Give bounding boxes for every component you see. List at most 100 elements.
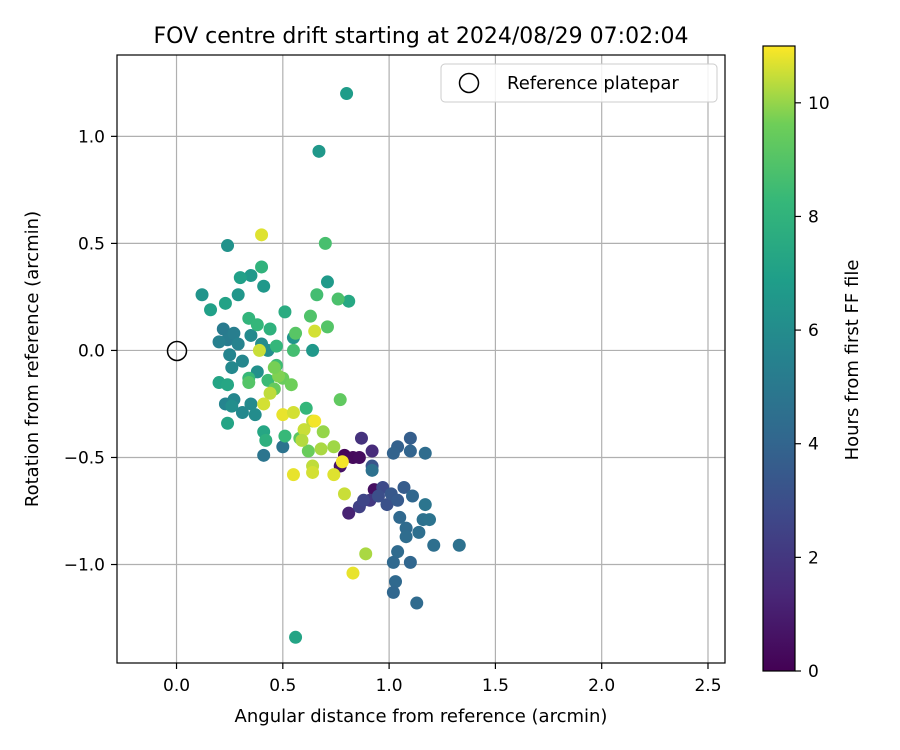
data-point bbox=[316, 425, 330, 439]
data-point bbox=[327, 440, 341, 454]
data-point bbox=[278, 429, 292, 443]
plot-frame bbox=[116, 54, 726, 664]
colorbar-tick-label: 4 bbox=[808, 435, 819, 455]
data-point bbox=[233, 271, 247, 285]
data-point bbox=[301, 444, 315, 458]
data-point bbox=[365, 463, 379, 477]
data-point bbox=[276, 440, 290, 454]
data-point bbox=[299, 401, 313, 415]
reference-marker bbox=[166, 340, 188, 362]
chart-title: FOV centre drift starting at 2024/08/29 … bbox=[154, 24, 689, 49]
data-point bbox=[286, 343, 300, 357]
data-point bbox=[278, 305, 292, 319]
data-point bbox=[303, 309, 317, 323]
data-point bbox=[286, 406, 300, 420]
data-point bbox=[225, 361, 239, 375]
data-point bbox=[231, 288, 245, 302]
data-point bbox=[391, 493, 405, 507]
data-point bbox=[357, 493, 371, 507]
data-point bbox=[227, 326, 241, 340]
legend-marker bbox=[458, 72, 480, 94]
data-point bbox=[380, 498, 394, 512]
data-point bbox=[327, 468, 341, 482]
data-point bbox=[255, 260, 269, 274]
data-point bbox=[235, 406, 249, 420]
data-point bbox=[306, 343, 320, 357]
data-point bbox=[412, 525, 426, 539]
data-point bbox=[306, 465, 320, 479]
data-point bbox=[221, 378, 235, 392]
colorbar-tick-label: 6 bbox=[808, 321, 819, 341]
data-point bbox=[423, 513, 437, 527]
data-point bbox=[286, 468, 300, 482]
data-point bbox=[255, 228, 269, 242]
data-point bbox=[242, 376, 256, 390]
legend: Reference platepar bbox=[440, 63, 718, 103]
y-axis-label: Rotation from reference (arcmin) bbox=[22, 211, 43, 507]
data-point bbox=[244, 328, 258, 342]
colorbar-label: Hours from first FF file bbox=[842, 260, 863, 461]
data-point bbox=[295, 433, 309, 447]
data-point bbox=[335, 455, 349, 469]
data-point bbox=[312, 144, 326, 158]
data-point bbox=[284, 378, 298, 392]
data-point bbox=[257, 397, 271, 411]
data-point bbox=[257, 448, 271, 462]
data-point bbox=[218, 296, 232, 310]
data-point bbox=[346, 566, 360, 580]
y-axis-ticks: 1.0 0.5 0.0 −0.5 −1.0 bbox=[64, 127, 117, 576]
data-point bbox=[418, 446, 432, 460]
data-point bbox=[221, 239, 235, 253]
colorbar bbox=[762, 45, 796, 672]
y-tick-label: −1.0 bbox=[64, 556, 105, 576]
legend-box bbox=[440, 63, 718, 103]
data-point bbox=[393, 510, 407, 524]
data-point bbox=[250, 318, 264, 332]
data-point bbox=[310, 288, 324, 302]
data-point bbox=[403, 555, 417, 569]
data-point bbox=[410, 596, 424, 610]
colorbar-tick-label: 2 bbox=[808, 548, 819, 568]
legend-label: Reference platepar bbox=[507, 73, 679, 94]
data-point bbox=[276, 408, 290, 422]
data-points bbox=[195, 87, 466, 644]
colorbar-tick-label: 10 bbox=[808, 94, 830, 114]
data-point bbox=[289, 326, 303, 340]
x-tick-label: 0.5 bbox=[269, 676, 296, 696]
x-tick-label: 1.5 bbox=[482, 676, 509, 696]
data-point bbox=[221, 416, 235, 430]
data-point bbox=[297, 423, 311, 437]
x-axis-ticks: 0.0 0.5 1.0 1.5 2.0 2.5 bbox=[163, 663, 722, 696]
data-point bbox=[405, 489, 419, 503]
data-point bbox=[244, 397, 258, 411]
data-point bbox=[342, 506, 356, 520]
data-point bbox=[399, 530, 413, 544]
x-axis-label: Angular distance from reference (arcmin) bbox=[235, 706, 608, 727]
data-point bbox=[195, 288, 209, 302]
data-point bbox=[314, 442, 328, 456]
x-tick-label: 0.0 bbox=[163, 676, 190, 696]
data-point bbox=[386, 555, 400, 569]
data-point bbox=[418, 498, 432, 512]
data-point bbox=[371, 489, 385, 503]
data-point bbox=[320, 320, 334, 334]
data-point bbox=[289, 630, 303, 644]
y-tick-label: 0.0 bbox=[78, 341, 105, 361]
data-point bbox=[386, 446, 400, 460]
data-point bbox=[388, 575, 402, 589]
data-point bbox=[340, 87, 354, 101]
data-point bbox=[331, 292, 345, 306]
data-point bbox=[225, 399, 239, 413]
data-point bbox=[263, 386, 277, 400]
data-point bbox=[403, 431, 417, 445]
grid-lines bbox=[117, 55, 725, 663]
x-tick-label: 1.0 bbox=[376, 676, 403, 696]
data-point bbox=[257, 279, 271, 293]
x-tick-label: 2.0 bbox=[588, 676, 615, 696]
data-point bbox=[248, 408, 262, 422]
y-tick-label: 0.5 bbox=[78, 234, 105, 254]
data-point bbox=[397, 480, 411, 494]
data-point bbox=[333, 393, 347, 407]
data-point bbox=[337, 487, 351, 501]
